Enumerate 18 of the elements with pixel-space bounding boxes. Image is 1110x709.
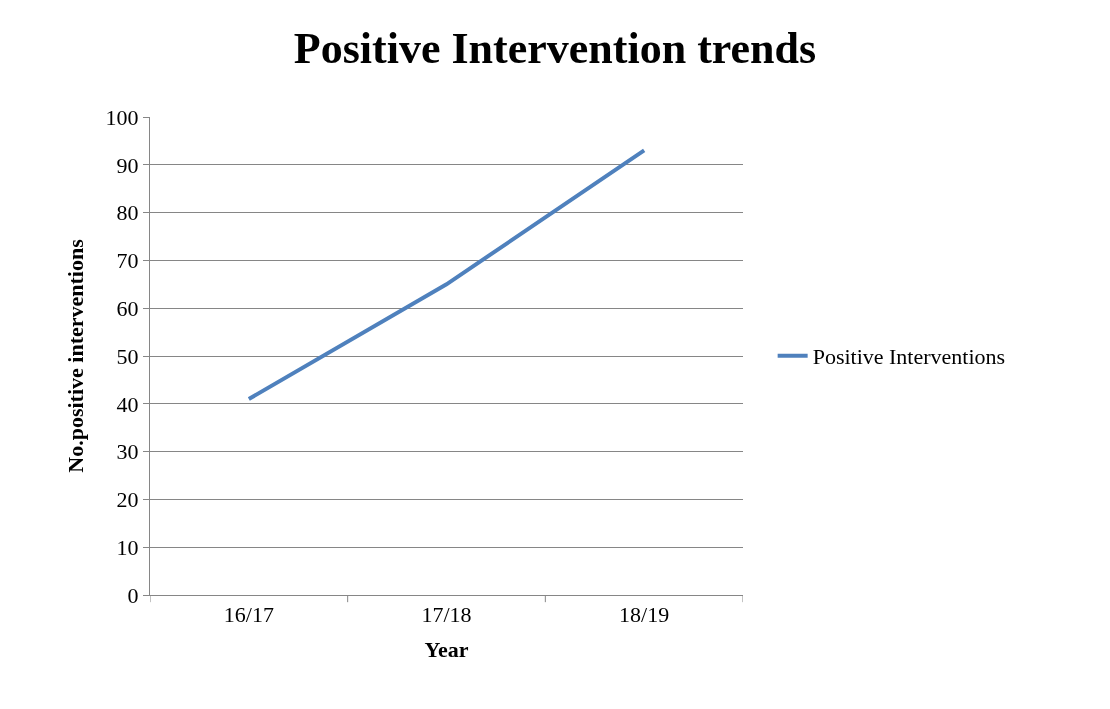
y-tick-label: 50: [116, 343, 139, 369]
y-tick-label: 60: [116, 295, 139, 321]
y-tick-label: 80: [116, 200, 139, 226]
y-tick-label: 70: [116, 248, 139, 274]
x-tick-label: 18/19: [619, 602, 670, 628]
y-tick-label: 20: [116, 487, 139, 513]
y-tick-label: 40: [116, 391, 139, 417]
y-tick-label: 30: [116, 439, 139, 465]
x-axis-title: Year: [424, 637, 469, 663]
x-tick-label: 16/17: [223, 602, 274, 628]
x-tick-label: 17/18: [421, 602, 472, 628]
chart-title: Positive Intervention trends: [293, 23, 817, 73]
y-tick-label: 90: [116, 152, 139, 178]
legend-label: Positive Interventions: [812, 344, 1006, 370]
y-tick-label: 0: [127, 582, 139, 608]
y-tick-label: 10: [116, 534, 139, 560]
y-tick-label: 100: [105, 104, 139, 130]
y-axis-title: No.positive interventions: [63, 238, 89, 473]
